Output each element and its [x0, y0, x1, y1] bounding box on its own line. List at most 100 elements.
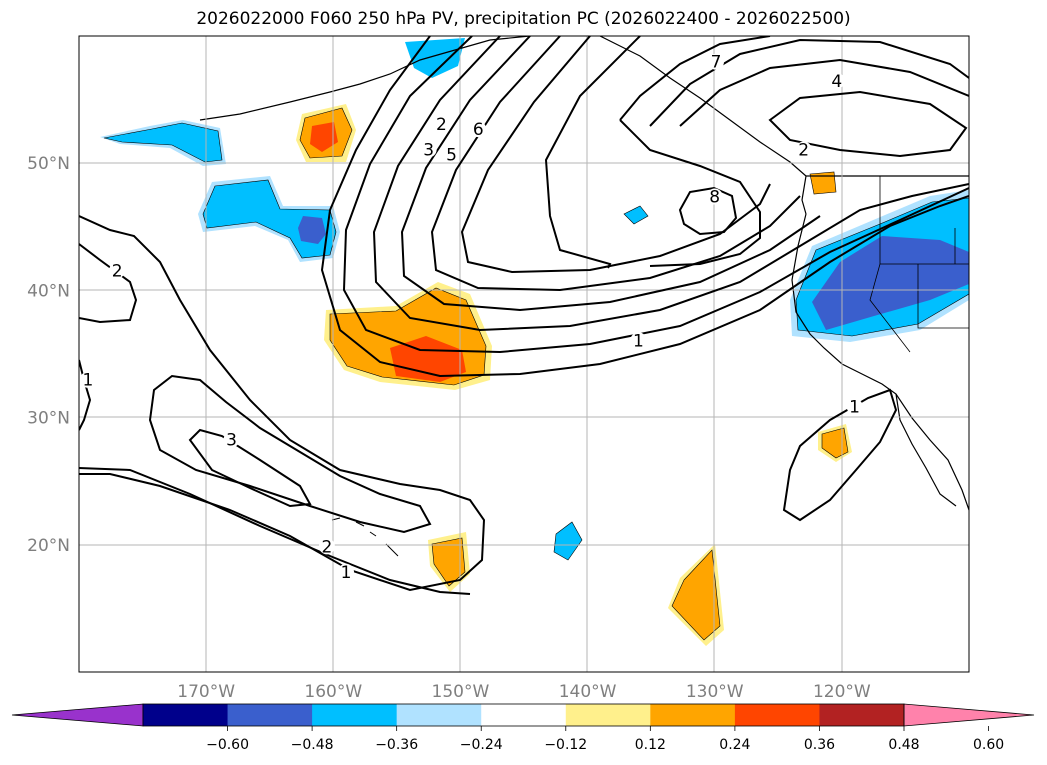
lat-tick-label: 40°N: [27, 281, 70, 301]
pv-contour-label: 3: [226, 430, 237, 450]
colorbar-extend-max: [903, 703, 1035, 727]
pv-contour-label: 6: [473, 120, 484, 140]
colorbar-tick-label: −0.60: [206, 737, 249, 753]
lon-tick-label: 120°W: [813, 682, 871, 702]
lon-tick-label: 140°W: [559, 682, 617, 702]
pv-label-bg: [79, 371, 96, 388]
pv-contour-trough-ring-2: [679, 58, 969, 127]
colorbar: −0.60 −0.48 −0.36 −0.24 −0.12 0.12 0.24 0.36 0.4…: [11, 703, 1035, 753]
pv-contour-label: 2: [112, 261, 123, 281]
pv-contour-8-closed: [678, 186, 738, 236]
colorbar-frame: [142, 703, 905, 727]
pv-contour-6: [460, 36, 771, 274]
lat-tick-label: 50°N: [27, 154, 70, 174]
pv-contour-trough-outer: [619, 36, 771, 267]
colorbar-tick-label: −0.48: [291, 737, 334, 753]
pv-contour-west-2: [79, 215, 486, 592]
pv-contour-trough-ring: [649, 38, 969, 127]
colorbar-tick-label: −0.36: [375, 737, 418, 753]
pv-contour-label: 4: [831, 72, 842, 92]
coastline-alaska: [199, 36, 531, 121]
neg-anomaly-west-coast-core: [812, 236, 969, 330]
neg-anomaly-aleutian: [103, 122, 223, 163]
colorbar-tick-label: 0.24: [719, 737, 750, 753]
pv-label-bg: [443, 146, 460, 163]
pv-contour-baja-1: [782, 388, 898, 522]
border-states: [869, 176, 969, 353]
coastline-bc: [599, 36, 807, 215]
lat-tick-label: 20°N: [27, 536, 70, 556]
colorbar-segment: [143, 704, 229, 726]
pv-contour-4-closed: [768, 90, 968, 158]
pv-contour-2: [342, 36, 969, 354]
colorbar-segment: [481, 704, 567, 726]
pos-anomaly-central-pacific-core: [390, 336, 466, 382]
pv-contour-label: 1: [82, 371, 93, 391]
pv-label-bg: [338, 563, 354, 580]
pv-contour-sw-1: [79, 359, 92, 431]
colorbar-tick-label: 0.12: [635, 737, 666, 753]
pv-contour-inner-3: [188, 428, 312, 508]
pv-label-bg: [318, 538, 335, 555]
pv-label-bg: [795, 141, 812, 158]
colorbar-tick-label: 0.36: [804, 737, 835, 753]
pv-label-bg: [109, 262, 126, 279]
longitude-labels: 170°W 160°W 150°W 140°W 130°W 120°W: [177, 682, 871, 702]
colorbar-segment: [396, 704, 482, 726]
coastline-usa-west: [791, 213, 969, 511]
pv-contours: [79, 36, 969, 595]
islands-hawaii: [331, 517, 399, 557]
pv-label-bg: [828, 72, 845, 89]
lon-tick-label: 170°W: [177, 682, 235, 702]
lon-tick-label: 150°W: [432, 682, 490, 702]
pv-contour-label: 1: [341, 563, 352, 583]
pv-contour-label: 2: [436, 115, 447, 135]
pv-label-bg: [630, 332, 647, 349]
pv-label-bg: [223, 431, 240, 448]
colorbar-segment: [734, 704, 820, 726]
colorbar-segment: [565, 704, 651, 726]
pos-anomaly-tropical: [671, 549, 721, 641]
pv-contour-label: 5: [446, 146, 457, 166]
pos-anomaly-aleutian-core: [310, 122, 338, 152]
pv-contour-label: 2: [798, 140, 809, 160]
map-background: [79, 36, 969, 672]
pv-label-bg: [706, 188, 723, 205]
chart-title: 2026022000 F060 250 hPa PV, precipitatio…: [196, 9, 851, 29]
neg-anomaly-n-pacific-core: [298, 216, 326, 244]
pv-contour-label: 1: [849, 397, 860, 417]
pv-contour-label: 3: [423, 140, 434, 160]
colorbar-tick-label: −0.24: [460, 737, 503, 753]
pv-contour-7-inner: [544, 36, 641, 269]
map-frame: [78, 35, 970, 673]
pv-contour-label: 1: [633, 331, 644, 351]
lon-tick-label: 130°W: [686, 682, 744, 702]
neg-anomaly-small: [623, 205, 649, 225]
lon-tick-label: 160°W: [304, 682, 362, 702]
colorbar-tick-label: −0.12: [544, 737, 587, 753]
colorbar-segment: [227, 704, 313, 726]
pv-contour-label: 2: [322, 537, 333, 557]
pv-contour-4: [400, 36, 821, 312]
pv-label-bg: [846, 398, 863, 415]
pos-anomaly-hawaii: [431, 537, 466, 587]
pv-label-bg: [433, 116, 450, 133]
lat-tick-label: 30°N: [27, 409, 70, 429]
colorbar-segment: [819, 704, 905, 726]
pv-contour-5: [430, 36, 801, 292]
coastline-baja: [895, 393, 957, 507]
coastlines: [199, 36, 969, 557]
pv-contour-1-ridge: [320, 36, 969, 378]
pv-label-bg: [707, 53, 724, 70]
pv-contour-west-1: [79, 243, 471, 595]
pv-contour-label: 7: [711, 53, 722, 73]
pos-anomaly-vancouver: [809, 171, 837, 195]
colorbar-segment: [312, 704, 398, 726]
colorbar-tick-label: 0.48: [888, 737, 919, 753]
neg-anomaly-subtropics: [553, 521, 583, 561]
latitude-labels: 50°N 40°N 30°N 20°N: [27, 154, 70, 556]
colorbar-segment: [650, 704, 736, 726]
